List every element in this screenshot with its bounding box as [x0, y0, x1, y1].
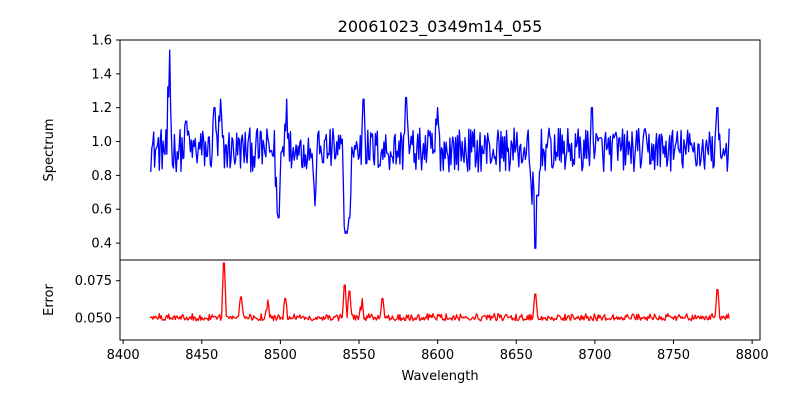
- x-tick-label: 8400: [107, 348, 140, 363]
- chart-title: 20061023_0349m14_055: [338, 17, 543, 37]
- spectrum-y-tick-label: 0.8: [91, 169, 112, 184]
- spectrum-y-tick-label: 1.0: [91, 135, 112, 150]
- spectrum-line: [149, 49, 730, 249]
- spectrum-y-tick-label: 0.6: [91, 203, 112, 218]
- error-y-ticks: 0.050 0.075: [75, 274, 120, 326]
- error-y-tick-label: 0.075: [75, 274, 112, 289]
- x-tick-label: 8600: [421, 348, 454, 363]
- error-y-tick-label: 0.050: [75, 311, 112, 326]
- x-tick-label: 8500: [264, 348, 297, 363]
- x-tick-label: 8750: [657, 348, 690, 363]
- x-axis-ticks: 8400 8450 8500 8550 8600 8650 8700 8750 8800: [107, 340, 769, 363]
- x-axis-label: Wavelength: [401, 369, 478, 384]
- spectrum-y-ticks: 0.4 0.6 0.8 1.0 1.2 1.4 1.6: [91, 34, 120, 252]
- spectrum-y-tick-label: 1.4: [91, 67, 112, 82]
- spectrum-panel: 0.4 0.6 0.8 1.0 1.2 1.4 1.6 Spectrum: [42, 34, 761, 261]
- spectrum-y-tick-label: 0.4: [91, 237, 112, 252]
- x-tick-label: 8700: [578, 348, 611, 363]
- spectrum-y-tick-label: 1.6: [91, 34, 112, 49]
- x-tick-label: 8800: [736, 348, 769, 363]
- error-line: [149, 262, 730, 322]
- error-y-axis-label: Error: [42, 284, 57, 316]
- x-tick-label: 8550: [342, 348, 375, 363]
- spectrum-y-tick-label: 1.2: [91, 101, 112, 116]
- error-panel: 0.050 0.075 Error: [42, 259, 761, 341]
- x-tick-label: 8450: [185, 348, 218, 363]
- spectrum-y-axis-label: Spectrum: [42, 119, 57, 182]
- x-tick-label: 8650: [500, 348, 533, 363]
- error-axes-frame: [119, 259, 761, 341]
